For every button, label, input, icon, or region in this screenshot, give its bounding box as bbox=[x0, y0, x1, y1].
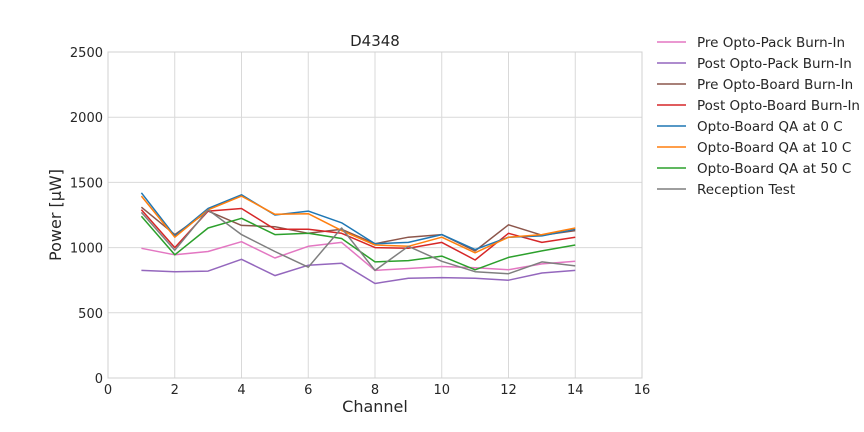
series-line-1 bbox=[141, 240, 576, 272]
legend-label: Pre Opto-Pack Burn-In bbox=[697, 35, 845, 51]
legend-label: Pre Opto-Board Burn-In bbox=[697, 77, 853, 93]
legend-item: Opto-Board QA at 10 C bbox=[657, 140, 851, 156]
legend-label: Post Opto-Board Burn-In bbox=[697, 98, 860, 114]
legend-label: Post Opto-Pack Burn-In bbox=[697, 56, 852, 72]
x-tick-label: 16 bbox=[634, 383, 651, 398]
legend-label: Opto-Board QA at 50 C bbox=[697, 161, 851, 177]
grid-lines bbox=[107, 51, 643, 379]
x-tick-label: 12 bbox=[500, 383, 517, 398]
y-tick-label: 0 bbox=[95, 372, 103, 387]
legend-item: Post Opto-Board Burn-In bbox=[657, 98, 860, 114]
legend-item: Opto-Board QA at 0 C bbox=[657, 119, 843, 135]
series-line-8 bbox=[140, 209, 576, 275]
y-axis-label: Power [μW] bbox=[46, 169, 65, 261]
series-line-4 bbox=[140, 207, 576, 261]
plot-border bbox=[107, 51, 643, 379]
y-axis-ticks: 0 500 1000 1500 2000 2500 bbox=[70, 46, 103, 387]
legend-label: Opto-Board QA at 0 C bbox=[697, 119, 843, 135]
x-tick-label: 8 bbox=[371, 383, 379, 398]
y-tick-label: 500 bbox=[78, 307, 103, 322]
x-tick-label: 4 bbox=[237, 383, 245, 398]
chart-title: D4348 bbox=[350, 32, 400, 50]
y-tick-label: 1000 bbox=[70, 242, 103, 257]
legend-item: Pre Opto-Board Burn-In bbox=[657, 77, 853, 93]
x-tick-label: 10 bbox=[433, 383, 450, 398]
x-tick-label: 2 bbox=[171, 383, 179, 398]
legend: Pre Opto-Pack Burn-In Post Opto-Pack Burn… bbox=[657, 35, 860, 198]
y-tick-label: 2500 bbox=[70, 46, 103, 61]
legend-item: Post Opto-Pack Burn-In bbox=[657, 56, 852, 72]
x-axis-label: Channel bbox=[342, 397, 408, 416]
legend-label: Reception Test bbox=[697, 182, 795, 198]
series-lines bbox=[140, 192, 576, 285]
x-axis-ticks: 0 2 4 6 8 10 12 14 16 bbox=[104, 383, 650, 398]
legend-label: Opto-Board QA at 10 C bbox=[697, 140, 851, 156]
y-tick-label: 1500 bbox=[70, 176, 103, 191]
legend-item: Opto-Board QA at 50 C bbox=[657, 161, 851, 177]
series-line-6 bbox=[140, 195, 576, 254]
y-tick-label: 2000 bbox=[70, 111, 103, 126]
x-tick-label: 0 bbox=[104, 383, 112, 398]
series-line-2 bbox=[141, 258, 576, 285]
legend-item: Pre Opto-Pack Burn-In bbox=[657, 35, 845, 51]
legend-item: Reception Test bbox=[657, 182, 795, 198]
x-tick-label: 6 bbox=[304, 383, 312, 398]
plot-frame bbox=[107, 51, 643, 379]
x-tick-label: 14 bbox=[567, 383, 584, 398]
series-line-7 bbox=[140, 215, 576, 271]
